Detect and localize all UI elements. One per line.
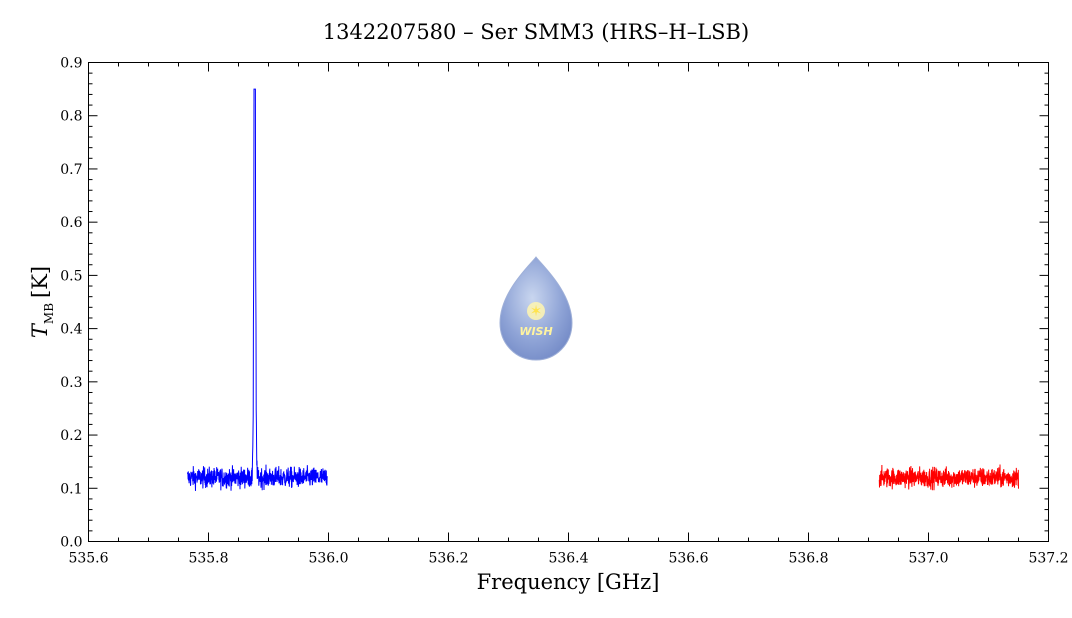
star-glow-icon [527, 302, 545, 320]
y-axis-subscript: MB [42, 303, 56, 324]
x-tick-label: 537.2 [1028, 551, 1068, 567]
y-tick-label: 0.2 [60, 428, 82, 444]
x-tick-label: 536.2 [428, 551, 468, 567]
x-tick-label: 536.4 [548, 551, 588, 567]
series-layer [187, 88, 1019, 491]
x-tick-label: 537.0 [908, 551, 948, 567]
chart-title: 1342207580 – Ser SMM3 (HRS–H–LSB) [323, 20, 749, 44]
x-tick-label: 536.8 [788, 551, 828, 567]
y-tick-label: 0.4 [60, 322, 82, 338]
y-tick-label: 0.0 [60, 535, 82, 551]
x-tick-label: 535.6 [68, 551, 108, 567]
logo-text: WISH [519, 325, 552, 338]
x-tick-label: 536.6 [668, 551, 708, 567]
star-icon: ✶ [530, 302, 543, 320]
y-tick-label: 0.8 [60, 109, 82, 125]
y-tick-label: 0.7 [60, 162, 82, 178]
y-tick-label: 0.6 [60, 215, 82, 231]
y-axis-symbol: T [28, 322, 52, 338]
ticks-layer [88, 62, 1049, 542]
plot-frame [88, 62, 1049, 542]
wish-logo: ✶ WISH [499, 256, 573, 361]
x-tick-label: 536.0 [308, 551, 348, 567]
y-tick-label: 0.5 [60, 268, 82, 284]
x-axis-label: Frequency [GHz] [477, 570, 660, 594]
y-axis-unit: [K] [28, 266, 52, 298]
y-tick-label: 0.1 [60, 481, 82, 497]
y-axis-label: TMB [K] [28, 266, 56, 338]
tick-labels: 535.6 535.8 536.0 536.2 536.4 536.6 536.8 537.0… [60, 56, 1068, 567]
y-tick-label: 0.3 [60, 375, 82, 391]
spectrum-series-1 [187, 88, 328, 491]
spectrum-series-2 [878, 464, 1019, 491]
x-tick-label: 535.8 [188, 551, 228, 567]
y-tick-label: 0.9 [60, 56, 82, 72]
